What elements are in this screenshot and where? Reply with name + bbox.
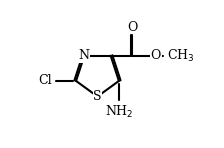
Text: CH$_3$: CH$_3$ [167, 48, 194, 64]
Text: O: O [151, 49, 161, 62]
Text: N: N [79, 49, 90, 62]
Text: S: S [93, 90, 102, 103]
Text: NH$_2$: NH$_2$ [105, 104, 133, 120]
Text: O: O [127, 21, 138, 34]
Text: Cl: Cl [38, 74, 51, 87]
